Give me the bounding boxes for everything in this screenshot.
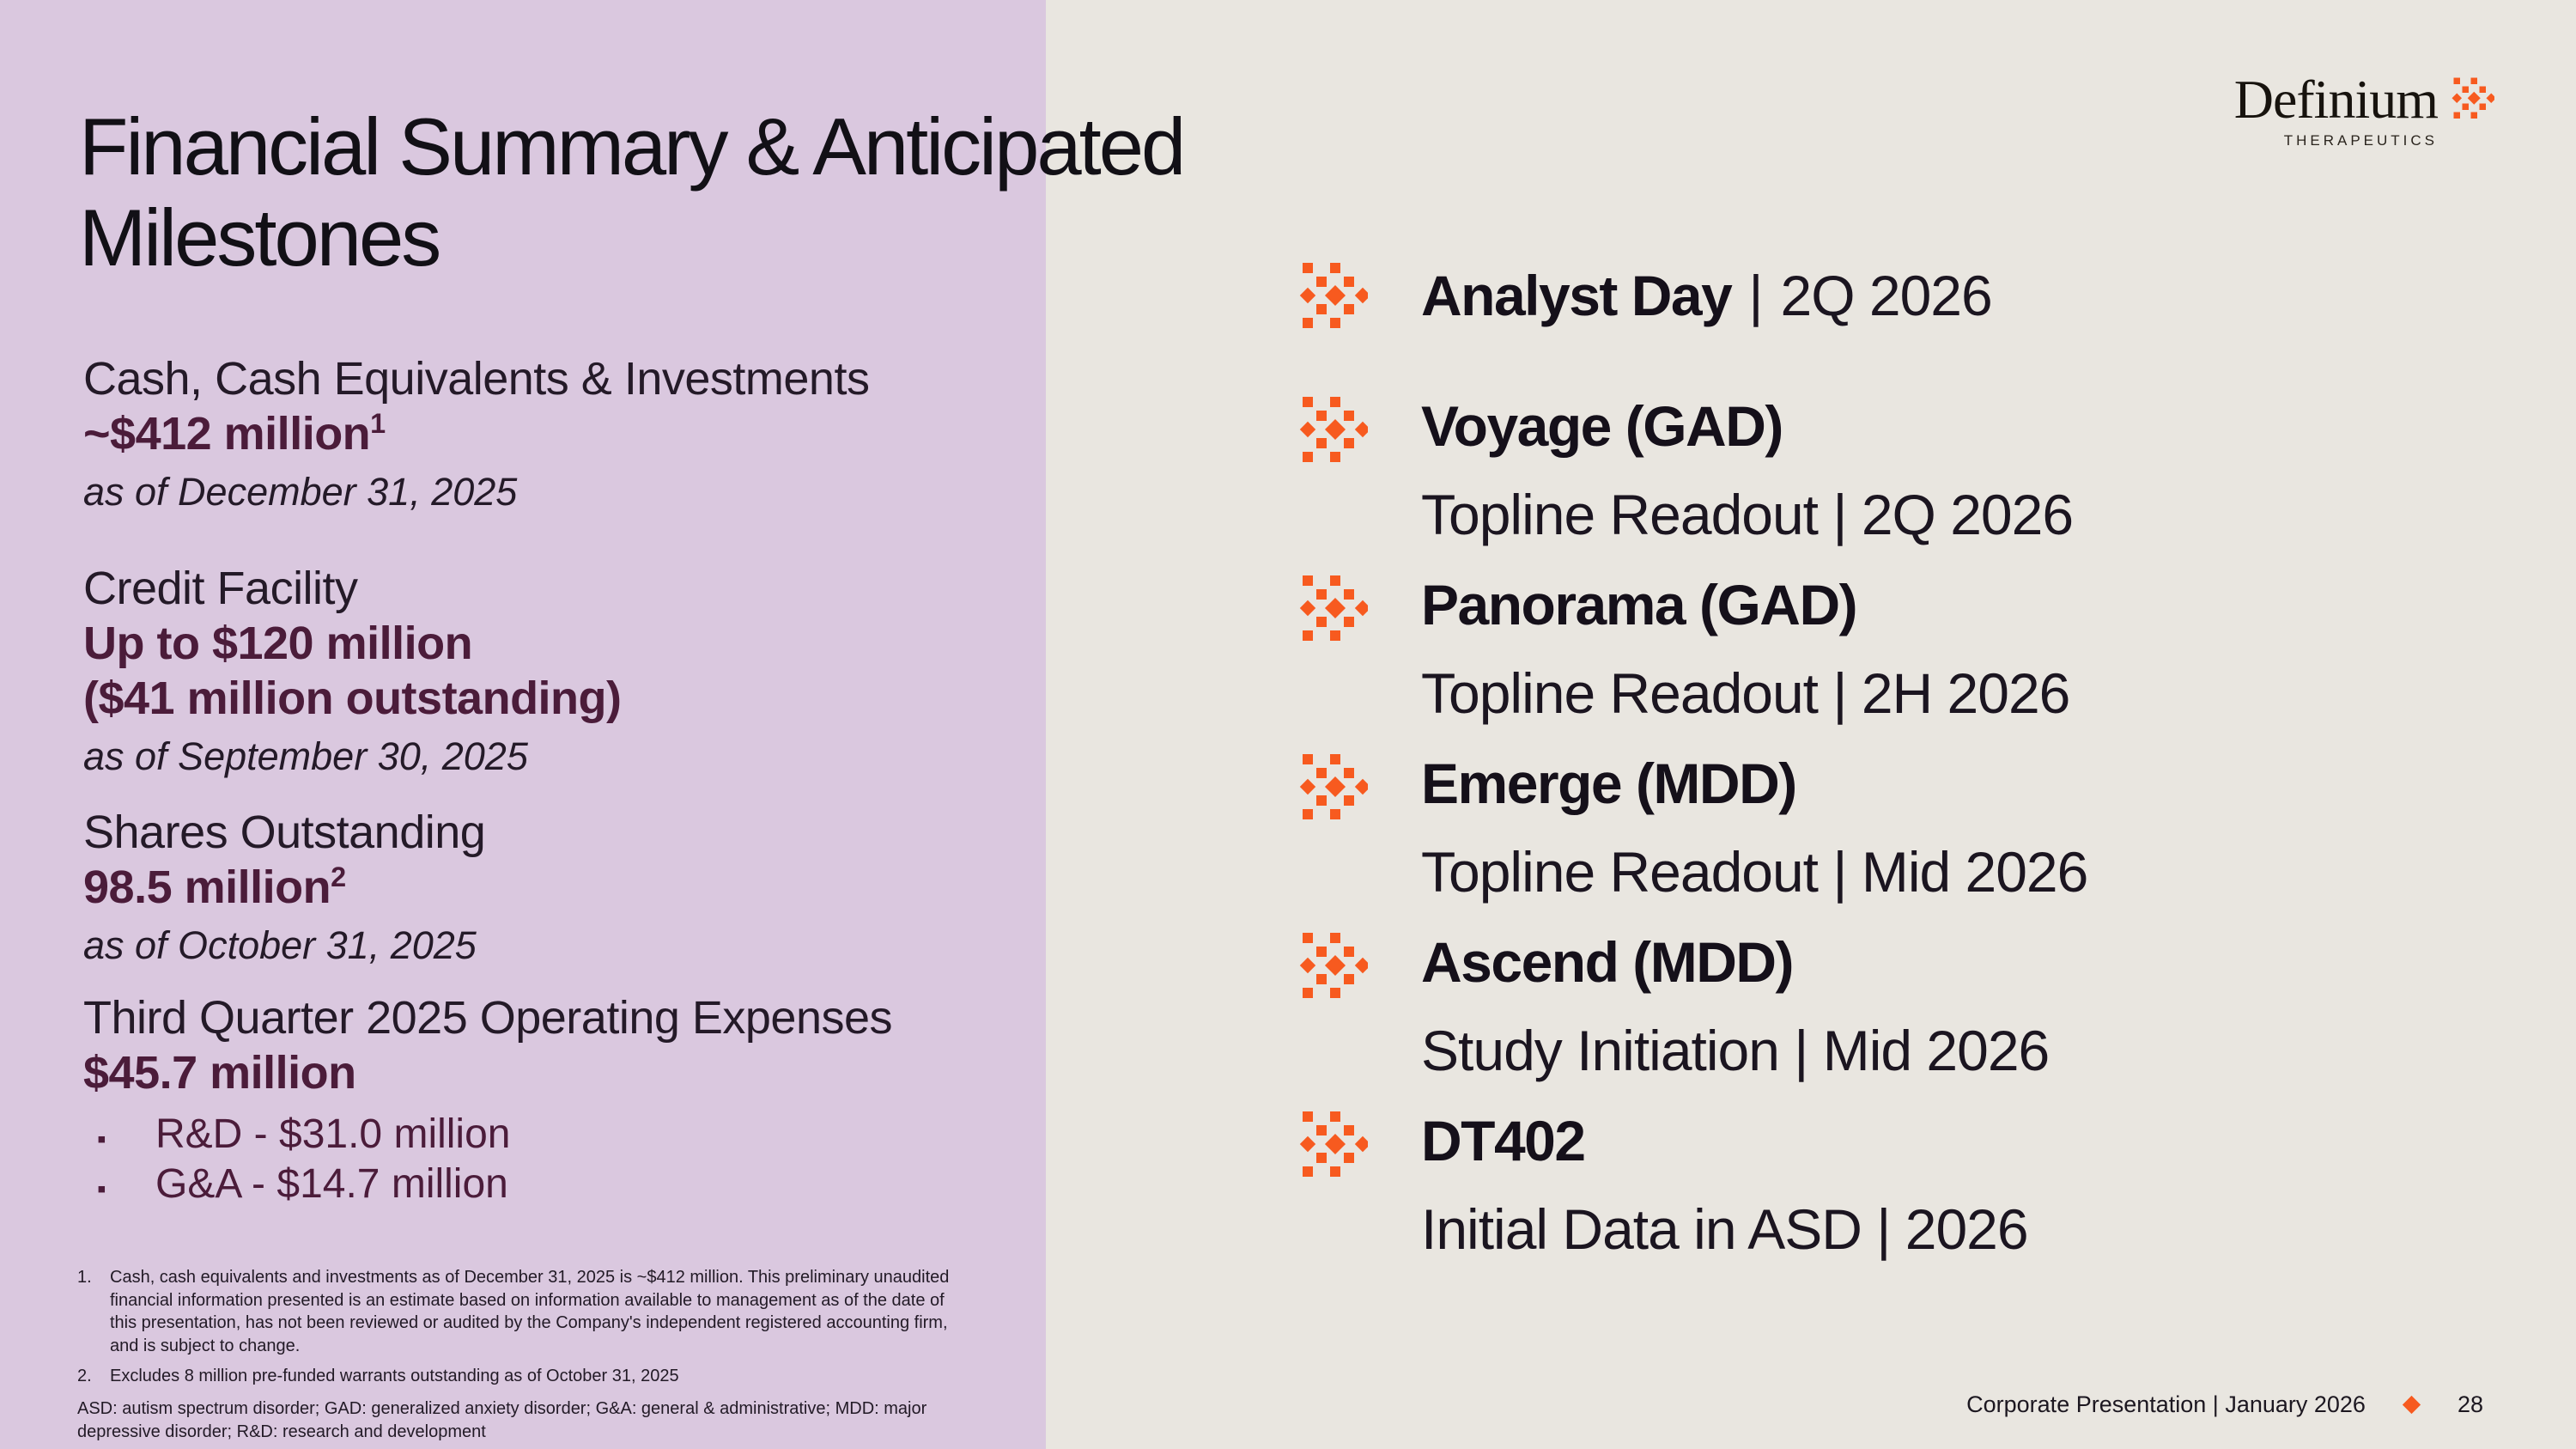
financial-value: Up to $120 million <box>83 618 473 670</box>
milestone-title: Panorama (GAD) <box>1421 573 1858 636</box>
milestone-item: Analyst Day | 2Q 2026 <box>1299 259 2415 423</box>
milestone-detail: Initial Data in ASD | 2026 <box>1421 1197 2029 1262</box>
logo-subtitle: THERAPEUTICS <box>2283 131 2438 149</box>
milestone-detail: Topline Readout | Mid 2026 <box>1421 840 2088 904</box>
square-bullet-icon: ▪ <box>97 1175 106 1204</box>
page-title: Financial Summary & Anticipated Mileston… <box>79 101 1186 283</box>
milestone-text: Emerge (MDD) Topline Readout | Mid 2026 <box>1421 752 2088 904</box>
milestone-title: DT402 <box>1421 1109 1586 1172</box>
milestone-text: Voyage (GAD) Topline Readout | 2Q 2026 <box>1421 394 2074 547</box>
milestone-title: Ascend (MDD) <box>1421 930 1795 994</box>
milestone-item: Panorama (GAD) Topline Readout | 2H 2026 <box>1299 572 2415 735</box>
milestone-dots-icon <box>1299 929 1371 998</box>
milestone-dots-icon <box>1299 1108 1371 1177</box>
milestone-item: DT402 Initial Data in ASD | 2026 <box>1299 1108 2415 1271</box>
financial-date: as of October 31, 2025 <box>83 922 477 967</box>
financial-value-text: ~$412 million <box>83 408 371 460</box>
footnote-ref: 1 <box>370 408 386 440</box>
footnote-text: Cash, cash equivalents and investments a… <box>110 1268 950 1355</box>
left-panel <box>0 0 1046 1449</box>
footer: Corporate Presentation | January 2026 28 <box>1966 1391 2483 1418</box>
milestone-item: Voyage (GAD) Topline Readout | 2Q 2026 <box>1299 393 2415 557</box>
list-item-label: R&D - $31.0 million <box>155 1111 511 1157</box>
right-panel <box>1046 0 2576 1449</box>
logo-name: Definium <box>2233 69 2439 130</box>
logo-text: Definium THERAPEUTICS <box>2233 69 2439 149</box>
footnote-ref: 2 <box>331 861 346 893</box>
milestone-item: Emerge (MDD) Topline Readout | Mid 2026 <box>1299 751 2415 914</box>
footnote-text: Excludes 8 million pre-funded warrants o… <box>110 1367 679 1386</box>
milestone-text: DT402 Initial Data in ASD | 2026 <box>1421 1109 2029 1262</box>
financial-value: $45.7 million <box>83 1047 356 1099</box>
square-bullet-icon: ▪ <box>97 1124 106 1154</box>
milestone-text: Panorama (GAD) Topline Readout | 2H 2026 <box>1421 573 2070 726</box>
milestone-detail: Topline Readout | 2H 2026 <box>1421 661 2070 726</box>
financial-value-secondary: ($41 million outstanding) <box>83 672 622 724</box>
list-item-label: G&A - $14.7 million <box>155 1161 508 1208</box>
milestone-detail: Topline Readout | 2Q 2026 <box>1421 483 2074 547</box>
footnote-number: 2. <box>77 1367 92 1386</box>
financial-value: 98.5 million2 <box>83 861 485 916</box>
financial-item-cash: Cash, Cash Equivalents & Investments ~$4… <box>83 352 870 515</box>
financial-value: ~$412 million1 <box>83 407 869 462</box>
milestone-text: Ascend (MDD) Study Initiation | Mid 2026 <box>1421 930 2050 1083</box>
diamond-icon <box>2402 1395 2421 1415</box>
milestone-dots-icon <box>1299 572 1371 641</box>
milestone-dots-icon <box>1299 751 1371 819</box>
footnote-1: 1. Cash, cash equivalents and investment… <box>77 1266 953 1357</box>
financial-date: as of September 30, 2025 <box>83 734 528 778</box>
financial-value-text: 98.5 million <box>83 861 331 914</box>
financial-label: Third Quarter 2025 Operating Expenses <box>83 992 893 1044</box>
financial-label: Cash, Cash Equivalents & Investments <box>83 353 870 405</box>
logo: Definium THERAPEUTICS <box>2233 69 2496 149</box>
financial-item-opex: Third Quarter 2025 Operating Expenses $4… <box>83 991 893 1210</box>
milestone-item: Ascend (MDD) Study Initiation | Mid 2026 <box>1299 929 2415 1093</box>
financial-label: Shares Outstanding <box>83 807 486 858</box>
milestone-text: Analyst Day | 2Q 2026 <box>1421 263 1993 328</box>
list-item: ▪ G&A - $14.7 million <box>83 1160 892 1210</box>
opex-bullet-list: ▪ R&D - $31.0 million ▪ G&A - $14.7 mill… <box>83 1110 892 1210</box>
milestone-detail: 2Q 2026 <box>1780 264 1992 327</box>
financial-label: Credit Facility <box>83 563 358 614</box>
financial-item-credit: Credit Facility Up to $120 million ($41 … <box>83 562 622 780</box>
milestone-title: Voyage (GAD) <box>1421 394 1783 458</box>
logo-dots-icon <box>2451 76 2496 119</box>
page-number: 28 <box>2457 1391 2483 1417</box>
milestone-detail: Study Initiation | Mid 2026 <box>1421 1019 2050 1083</box>
pipe-separator: | <box>1748 264 1764 327</box>
footer-text: Corporate Presentation | January 2026 <box>1966 1391 2366 1417</box>
footnotes: 1. Cash, cash equivalents and investment… <box>77 1266 953 1443</box>
financial-date: as of December 31, 2025 <box>83 469 518 514</box>
milestone-dots-icon <box>1299 393 1371 462</box>
footnote-2: 2. Excludes 8 million pre-funded warrant… <box>77 1365 953 1388</box>
financial-item-shares: Shares Outstanding 98.5 million2 as of O… <box>83 806 486 969</box>
milestone-title: Emerge (MDD) <box>1421 752 1797 815</box>
list-item: ▪ R&D - $31.0 million <box>83 1110 892 1160</box>
milestone-title: Analyst Day <box>1421 264 1733 327</box>
milestone-dots-icon <box>1299 259 1371 328</box>
abbreviations-note: ASD: autism spectrum disorder; GAD: gene… <box>77 1398 927 1441</box>
footnote-number: 1. <box>77 1268 92 1287</box>
